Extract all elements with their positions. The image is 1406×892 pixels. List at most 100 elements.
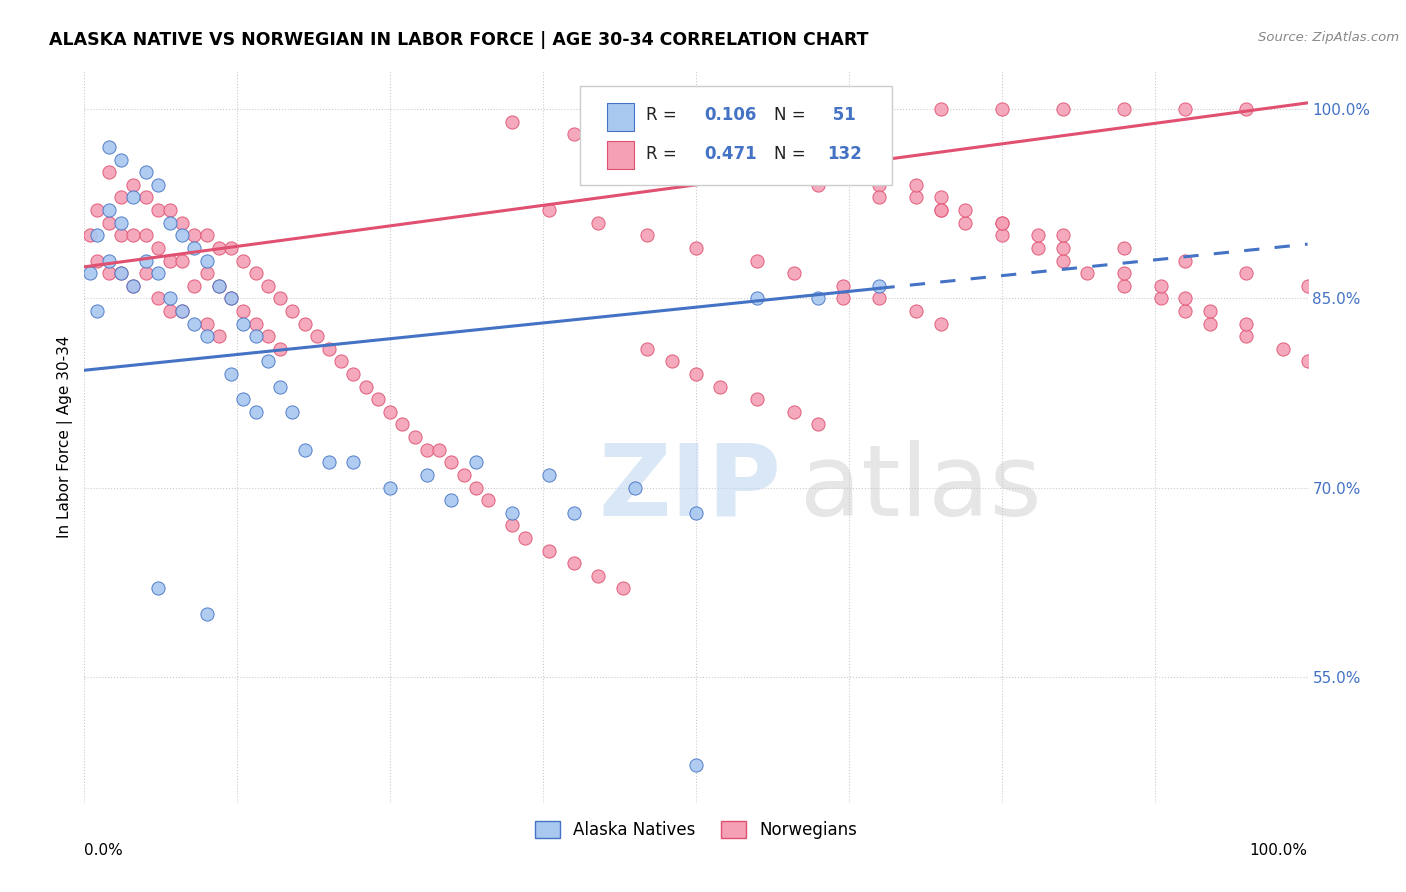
Point (110, 216, 132, 230)
Point (86, 304, 108, 318)
Point (661, 354, 683, 368)
Point (159, 291, 181, 305)
Text: ALASKA NATIVE VS NORWEGIAN IN LABOR FORCE | AGE 30-34 CORRELATION CHART: ALASKA NATIVE VS NORWEGIAN IN LABOR FORC… (49, 31, 869, 49)
Point (869, 190, 891, 204)
Point (281, 304, 304, 318)
Point (562, 506, 585, 520)
Point (1272, 342, 1295, 356)
Point (440, 493, 463, 508)
Point (464, 481, 486, 495)
Point (159, 253, 181, 268)
Point (146, 203, 169, 218)
Point (86, 253, 108, 268)
Point (86, 203, 108, 218)
Point (135, 165, 157, 179)
Point (159, 216, 181, 230)
Point (905, 190, 928, 204)
Point (538, 543, 561, 558)
Point (245, 266, 267, 280)
Point (318, 455, 340, 469)
Point (159, 304, 181, 318)
Point (929, 317, 952, 331)
Point (122, 228, 145, 243)
Point (110, 266, 132, 280)
Point (146, 178, 169, 192)
Point (929, 190, 952, 204)
Point (195, 253, 218, 268)
Point (1236, 317, 1258, 331)
Point (146, 291, 169, 305)
Text: atlas: atlas (800, 440, 1042, 537)
Point (562, 556, 585, 570)
Point (1114, 278, 1136, 293)
Point (453, 467, 475, 482)
Point (1174, 253, 1197, 268)
Point (219, 291, 242, 305)
Point (991, 216, 1014, 230)
Point (122, 278, 145, 293)
Point (807, 291, 830, 305)
Point (1236, 329, 1258, 343)
Point (869, 178, 891, 192)
Point (1236, 102, 1258, 116)
Point (1028, 228, 1050, 243)
Point (440, 455, 463, 469)
Point (135, 228, 157, 243)
Point (1052, 228, 1074, 243)
Point (869, 165, 891, 179)
Y-axis label: In Labor Force | Age 30-34: In Labor Force | Age 30-34 (58, 335, 73, 539)
Text: ZIP: ZIP (598, 440, 780, 537)
Point (110, 266, 132, 280)
Point (172, 304, 194, 318)
Point (783, 266, 806, 280)
Point (747, 291, 769, 305)
Point (869, 278, 891, 293)
Point (1052, 102, 1074, 116)
Point (97, 203, 120, 218)
Text: 0.0%: 0.0% (84, 843, 124, 858)
Point (869, 291, 891, 305)
Point (685, 367, 707, 381)
Point (685, 241, 707, 255)
Point (172, 228, 194, 243)
Point (562, 128, 585, 142)
Point (110, 153, 132, 167)
Point (380, 405, 402, 419)
Point (232, 392, 254, 407)
Point (416, 467, 439, 482)
Point (97, 165, 120, 179)
Point (110, 228, 132, 243)
Point (135, 253, 157, 268)
Point (172, 253, 194, 268)
Point (208, 278, 231, 293)
Point (538, 203, 561, 218)
Point (122, 278, 145, 293)
Point (86, 228, 108, 243)
Text: N =: N = (775, 145, 811, 163)
Point (844, 153, 866, 167)
Point (783, 405, 806, 419)
Point (195, 228, 218, 243)
Point (281, 405, 304, 419)
Point (464, 455, 486, 469)
Point (219, 241, 242, 255)
Point (146, 582, 169, 596)
Point (245, 317, 267, 331)
Point (245, 405, 267, 419)
Point (427, 442, 450, 457)
Point (991, 102, 1014, 116)
Point (183, 278, 205, 293)
Point (586, 569, 609, 583)
Text: 0.471: 0.471 (704, 145, 758, 163)
Point (624, 140, 647, 154)
Point (929, 102, 952, 116)
FancyBboxPatch shape (606, 103, 634, 131)
Point (342, 455, 364, 469)
Point (97, 266, 120, 280)
Point (97, 216, 120, 230)
Point (257, 278, 280, 293)
Point (257, 329, 280, 343)
Point (79, 228, 101, 243)
Point (342, 367, 364, 381)
Point (245, 329, 267, 343)
